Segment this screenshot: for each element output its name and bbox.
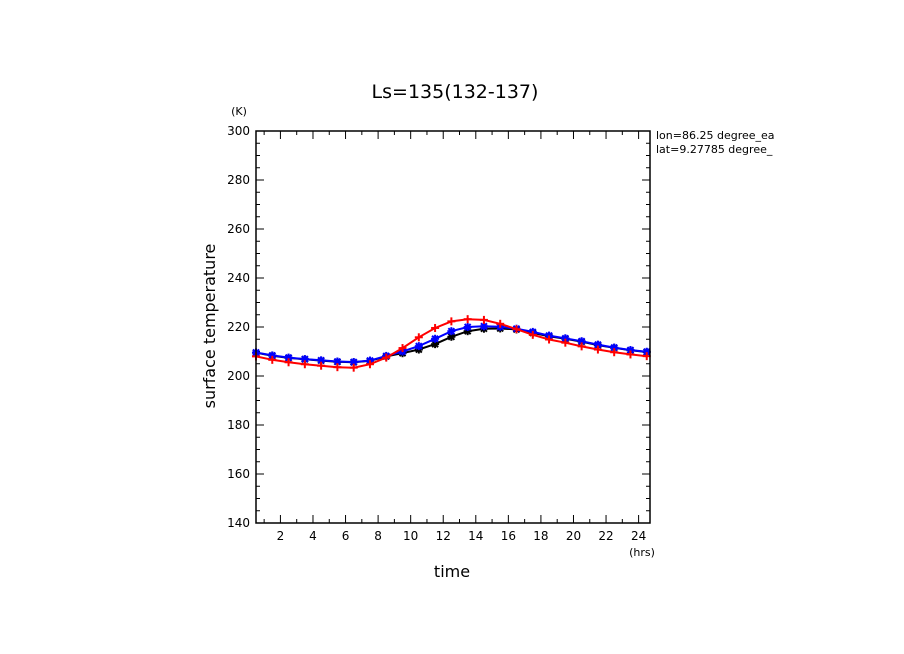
plot-frame (255, 130, 651, 524)
data-point (300, 360, 309, 369)
data-point (268, 355, 277, 364)
y-tick-label: 260 (227, 222, 250, 236)
x-tick-label: 24 (631, 529, 646, 543)
data-point (577, 342, 586, 351)
y-axis-label: surface temperature (200, 244, 219, 409)
data-point (479, 315, 488, 324)
data-point (317, 361, 326, 370)
data-point (431, 323, 440, 332)
annotation-lon: lon=86.25 degree_ea (656, 129, 775, 142)
x-tick-label: 16 (501, 529, 516, 543)
annotation-lat: lat=9.27785 degree_ (656, 143, 773, 156)
data-point (398, 344, 407, 353)
x-tick-label: 2 (277, 529, 285, 543)
data-point (382, 353, 391, 362)
x-tick-label: 22 (598, 529, 613, 543)
data-point (431, 334, 440, 343)
y-tick-label: 140 (227, 516, 250, 530)
data-point (300, 355, 309, 364)
x-unit-label: (hrs) (629, 546, 655, 559)
y-tick-label: 240 (227, 271, 250, 285)
x-axis-label: time (434, 562, 470, 581)
data-point (414, 342, 423, 351)
y-tick-label: 200 (227, 369, 250, 383)
data-point (414, 333, 423, 342)
chart-title: Ls=135(132-137) (372, 81, 539, 103)
x-tick-label: 20 (566, 529, 581, 543)
data-point (349, 363, 358, 372)
data-point (626, 350, 635, 359)
x-tick-label: 10 (403, 529, 418, 543)
data-point (528, 330, 537, 339)
data-point (463, 323, 472, 331)
data-point (447, 317, 456, 326)
data-point (561, 338, 570, 347)
data-point (512, 325, 521, 334)
data-point (593, 345, 602, 354)
data-point (365, 360, 374, 369)
x-tick-label: 6 (342, 529, 350, 543)
x-tick-label: 12 (436, 529, 451, 543)
y-tick-label: 220 (227, 320, 250, 334)
y-tick-label: 180 (227, 418, 250, 432)
data-point (561, 334, 570, 343)
series-1 (252, 322, 651, 367)
y-tick-label: 300 (227, 124, 250, 138)
y-tick-label: 280 (227, 173, 250, 187)
data-point (496, 319, 505, 328)
data-point (610, 343, 619, 352)
data-point (447, 327, 456, 336)
data-point (447, 332, 456, 341)
data-point (610, 348, 619, 357)
y-unit-label: (K) (231, 105, 247, 118)
plot-area (252, 315, 651, 372)
x-tick-label: 18 (533, 529, 548, 543)
data-point (545, 335, 554, 344)
data-point (317, 356, 326, 365)
data-point (284, 358, 293, 367)
x-tick-label: 4 (309, 529, 317, 543)
x-tick-label: 14 (468, 529, 483, 543)
data-point (463, 315, 472, 324)
y-tick-label: 160 (227, 467, 250, 481)
x-tick-label: 8 (374, 529, 382, 543)
data-point (333, 363, 342, 372)
